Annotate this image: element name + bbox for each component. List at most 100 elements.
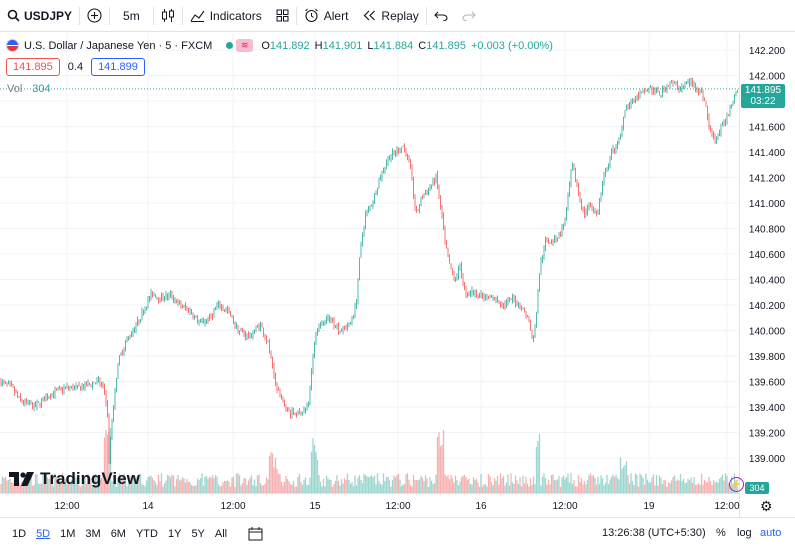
indicators-label: Indicators bbox=[209, 8, 262, 23]
toolbar-divider bbox=[109, 6, 111, 25]
bar-countdown: 03:22 bbox=[750, 96, 776, 107]
symbol-label: USDJPY bbox=[24, 8, 73, 23]
price-tick-label: 139.200 bbox=[749, 429, 786, 440]
log-scale-button[interactable]: log bbox=[737, 527, 752, 539]
time-tick-label: 12:00 bbox=[552, 501, 577, 512]
close-value: 141.895 bbox=[426, 39, 466, 52]
market-open-dot-icon bbox=[226, 42, 234, 49]
toolbar-divider bbox=[295, 6, 297, 25]
rewind-icon bbox=[364, 10, 376, 21]
open-value: 141.892 bbox=[269, 39, 310, 52]
toolbar-divider bbox=[79, 6, 81, 25]
low-value: 141.884 bbox=[373, 39, 414, 52]
logo-text: TradingView bbox=[40, 469, 140, 488]
chart-legend: U.S. Dollar / Japanese Yen · 5 · FXCM ≋ … bbox=[6, 39, 558, 52]
replay-button[interactable]: Replay bbox=[355, 0, 425, 32]
price-tick-label: 140.600 bbox=[749, 250, 786, 261]
price-tick-label: 139.400 bbox=[749, 403, 786, 414]
candles bbox=[0, 77, 738, 464]
range-button-ytd[interactable]: YTD bbox=[135, 528, 158, 540]
price-tick-label: 140.800 bbox=[749, 225, 786, 236]
time-tick-label: 12:00 bbox=[714, 501, 739, 512]
interval-label: 5m bbox=[123, 8, 140, 23]
legend-title[interactable]: U.S. Dollar / Japanese Yen · 5 · FXCM bbox=[24, 39, 213, 52]
price-tick-label: 140.200 bbox=[749, 301, 786, 312]
range-selector: 1D 5D 1M 3M 6M YTD 1Y 5Y All bbox=[7, 528, 232, 540]
time-tick-label: 12:00 bbox=[385, 501, 410, 512]
price-tick-label: 142.000 bbox=[749, 72, 786, 83]
quote-row: 141.895 0.4 141.899 bbox=[6, 58, 145, 76]
alert-button[interactable]: Alert bbox=[297, 0, 356, 32]
redo-button[interactable] bbox=[455, 0, 483, 32]
indicators-button[interactable]: Indicators bbox=[183, 0, 269, 32]
grid-lines bbox=[0, 33, 738, 493]
range-button-5y[interactable]: 5Y bbox=[191, 528, 205, 540]
low-key: L bbox=[367, 39, 374, 52]
time-tick-label: 12:00 bbox=[54, 501, 79, 512]
percent-scale-button[interactable]: % bbox=[716, 527, 726, 539]
price-tick-label: 141.400 bbox=[749, 148, 786, 159]
price-tick-label: 141.200 bbox=[749, 174, 786, 185]
add-alert-icon[interactable]: ⚡ bbox=[729, 477, 744, 492]
grid-layout-icon bbox=[276, 9, 289, 22]
search-icon bbox=[7, 9, 20, 22]
gear-icon[interactable]: ⚙ bbox=[760, 498, 773, 514]
volume-legend[interactable]: Vol 304 bbox=[7, 83, 51, 95]
market-status-icon[interactable]: ≋ bbox=[236, 39, 254, 52]
candles-icon bbox=[161, 9, 174, 22]
price-chart[interactable]: 139.000 139.200 139.400 139.600 139.800 140.0… bbox=[0, 33, 795, 517]
time-axis[interactable]: 12:00 14 12:00 15 12:00 16 12:00 19 12:00 bbox=[54, 501, 739, 512]
high-key: H bbox=[314, 39, 323, 52]
range-button-5d[interactable]: 5D bbox=[36, 528, 51, 540]
layouts-button[interactable] bbox=[269, 0, 296, 32]
range-button-3m[interactable]: 3M bbox=[85, 528, 101, 540]
range-button-all[interactable]: All bbox=[214, 528, 228, 540]
calendar-range-icon[interactable] bbox=[248, 527, 263, 541]
tradingview-logo[interactable]: TradingView bbox=[9, 469, 140, 489]
indicators-icon bbox=[190, 10, 205, 22]
volume-bars bbox=[0, 427, 739, 493]
time-tick-label: 16 bbox=[475, 501, 487, 512]
range-button-1y[interactable]: 1Y bbox=[167, 528, 182, 540]
price-tick-label: 139.600 bbox=[749, 378, 786, 389]
time-tick-label: 15 bbox=[309, 501, 321, 512]
price-tick-label: 139.000 bbox=[749, 454, 786, 465]
plus-circle-icon bbox=[87, 8, 102, 23]
change-value: +0.003 (+0.00%) bbox=[470, 39, 553, 52]
toolbar-divider bbox=[425, 6, 427, 25]
alarm-clock-icon bbox=[304, 8, 318, 23]
price-axis[interactable]: 139.000 139.200 139.400 139.600 139.800 140.0… bbox=[749, 46, 786, 465]
spread-value: 0.4 bbox=[67, 61, 84, 73]
compare-symbol-button[interactable] bbox=[80, 0, 109, 32]
buy-price-button[interactable]: 141.899 bbox=[91, 58, 145, 76]
undo-icon bbox=[434, 11, 448, 21]
volume-value: 304 bbox=[32, 83, 51, 95]
toolbar-divider bbox=[152, 6, 154, 25]
price-tick-label: 140.400 bbox=[749, 276, 786, 287]
sell-price-button[interactable]: 141.895 bbox=[6, 58, 60, 76]
high-value: 141.901 bbox=[322, 39, 363, 52]
price-tick-label: 141.000 bbox=[749, 199, 786, 210]
chart-type-button[interactable] bbox=[154, 0, 182, 32]
open-key: O bbox=[261, 39, 270, 52]
range-button-1m[interactable]: 1M bbox=[60, 528, 76, 540]
price-tick-label: 142.200 bbox=[749, 46, 786, 57]
price-tick-label: 140.000 bbox=[749, 327, 786, 338]
time-tick-label: 12:00 bbox=[220, 501, 245, 512]
toolbar-divider bbox=[181, 6, 183, 25]
auto-scale-button[interactable]: auto bbox=[760, 527, 782, 539]
volume-tag: 304 bbox=[745, 482, 769, 494]
price-tick-label: 141.600 bbox=[749, 123, 786, 134]
bottom-toolbar: 1D 5D 1M 3M 6M YTD 1Y 5Y All 13:26:38 (UTC+5:30)… bbox=[0, 517, 795, 550]
symbol-search-button[interactable]: USDJPY bbox=[0, 0, 79, 32]
price-tick-label: 139.800 bbox=[749, 352, 786, 363]
replay-label: Replay bbox=[381, 8, 419, 23]
time-tick-label: 19 bbox=[643, 501, 655, 512]
range-button-6m[interactable]: 6M bbox=[110, 528, 126, 540]
interval-button[interactable]: 5m bbox=[110, 0, 153, 32]
range-button-1d[interactable]: 1D bbox=[12, 528, 27, 540]
redo-icon bbox=[462, 11, 476, 21]
undo-button[interactable] bbox=[427, 0, 455, 32]
tradingview-logo-icon bbox=[9, 472, 34, 486]
timezone-clock[interactable]: 13:26:38 (UTC+5:30) bbox=[602, 527, 706, 539]
